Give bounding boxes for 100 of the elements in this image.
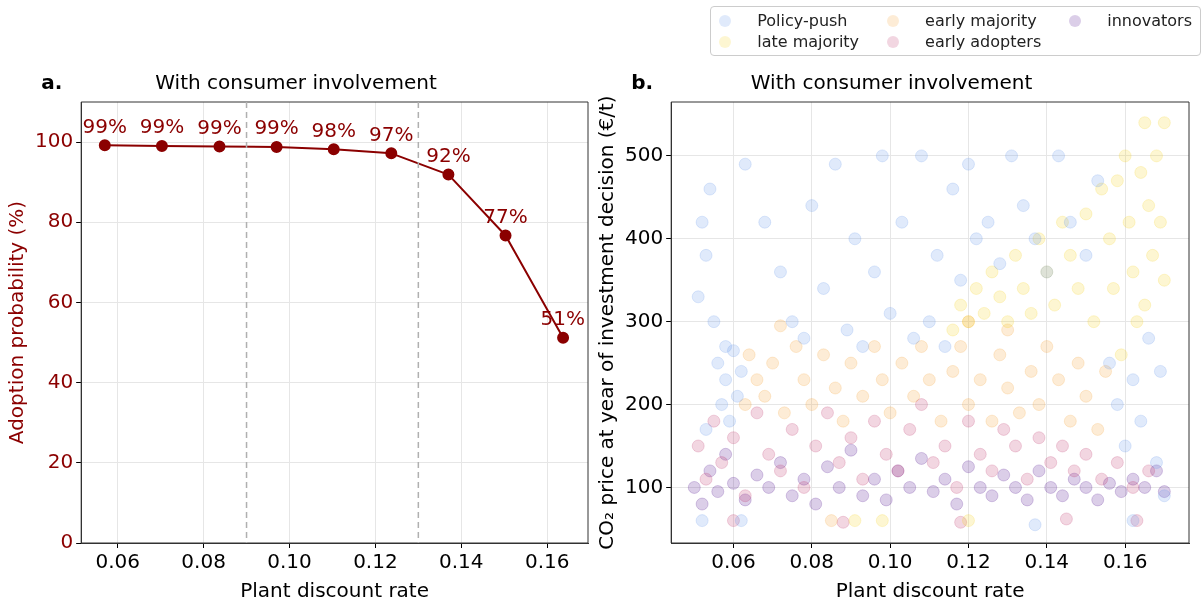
point [1020, 493, 1034, 507]
y-tick-label: 20 [47, 449, 74, 474]
point [1071, 282, 1085, 296]
point [934, 414, 948, 428]
data-label: 77% [483, 203, 528, 228]
point [867, 414, 881, 428]
point [773, 319, 787, 333]
point [797, 373, 811, 387]
point [1157, 116, 1171, 130]
y-tick-label: 200 [624, 390, 664, 415]
x-tick-label: 0.06 [711, 549, 756, 574]
point [762, 480, 776, 494]
point [985, 265, 999, 279]
point [1016, 282, 1030, 296]
x-tick-label: 0.08 [181, 549, 226, 574]
point [557, 331, 570, 344]
point [1134, 165, 1148, 179]
point [1110, 174, 1124, 188]
point [1126, 265, 1140, 279]
point [1079, 389, 1093, 403]
point [997, 468, 1011, 482]
legend-label: early majority [925, 11, 1037, 30]
point [1146, 248, 1160, 262]
point [1040, 340, 1054, 354]
point [985, 464, 999, 478]
x-tick-label: 0.14 [1024, 549, 1070, 574]
point [973, 480, 987, 494]
point [1118, 149, 1132, 163]
point [1032, 431, 1046, 445]
point [726, 431, 740, 445]
point [926, 456, 940, 470]
point [1091, 422, 1105, 436]
point [758, 389, 772, 403]
point [844, 431, 858, 445]
x-tick-label: 0.14 [439, 549, 484, 574]
legend-label: early adopters [925, 32, 1042, 51]
point [699, 472, 713, 486]
point [809, 497, 823, 511]
point [1059, 512, 1073, 526]
point [1138, 116, 1152, 130]
point [1001, 315, 1015, 329]
point [155, 140, 168, 153]
y-tick-label: 100 [624, 473, 664, 498]
point [805, 398, 819, 412]
point [1091, 493, 1105, 507]
point [867, 340, 881, 354]
point [1142, 199, 1156, 213]
point [213, 140, 226, 153]
point [687, 480, 701, 494]
point [715, 456, 729, 470]
point [954, 298, 968, 312]
point [903, 422, 917, 436]
point [270, 140, 283, 153]
point [844, 356, 858, 370]
point [820, 460, 834, 474]
point [836, 515, 850, 529]
x-tick-label: 0.16 [524, 549, 570, 574]
point [750, 406, 764, 420]
point [1110, 456, 1124, 470]
x-tick-label: 0.12 [946, 549, 991, 574]
point [879, 493, 893, 507]
data-label: 98% [311, 117, 356, 142]
point [1153, 215, 1167, 229]
y-tick-label: 100 [34, 128, 74, 153]
point [938, 472, 952, 486]
x-tick-label: 0.12 [353, 549, 398, 574]
point [1008, 439, 1022, 453]
data-label: 99% [197, 114, 242, 139]
point [946, 364, 960, 378]
point [1067, 464, 1081, 478]
point [1114, 348, 1128, 362]
point [1106, 282, 1120, 296]
chart-title: With consumer involvement [750, 70, 1033, 95]
point [385, 147, 398, 160]
point [1024, 364, 1038, 378]
point [844, 443, 858, 457]
point [1001, 381, 1015, 395]
legend-label: innovators [1107, 11, 1192, 30]
point [1102, 232, 1116, 246]
point [914, 340, 928, 354]
data-label: 99% [82, 113, 128, 138]
point [895, 356, 909, 370]
point [785, 422, 799, 436]
point [938, 439, 952, 453]
point [773, 464, 787, 478]
y-tick-label: 60 [47, 288, 74, 313]
point [1063, 414, 1077, 428]
point [1079, 207, 1093, 221]
point [1012, 406, 1026, 420]
point [707, 414, 721, 428]
text: b. [631, 70, 654, 95]
point [907, 389, 921, 403]
point [1044, 456, 1058, 470]
data-label: 99% [139, 114, 185, 139]
point [977, 306, 991, 320]
x-axis-title: Plant discount rate [240, 578, 429, 603]
y-axis-title: CO₂ price at year of investment decision (€/t) [594, 95, 619, 550]
point [1055, 439, 1069, 453]
point [820, 406, 834, 420]
point [867, 472, 881, 486]
